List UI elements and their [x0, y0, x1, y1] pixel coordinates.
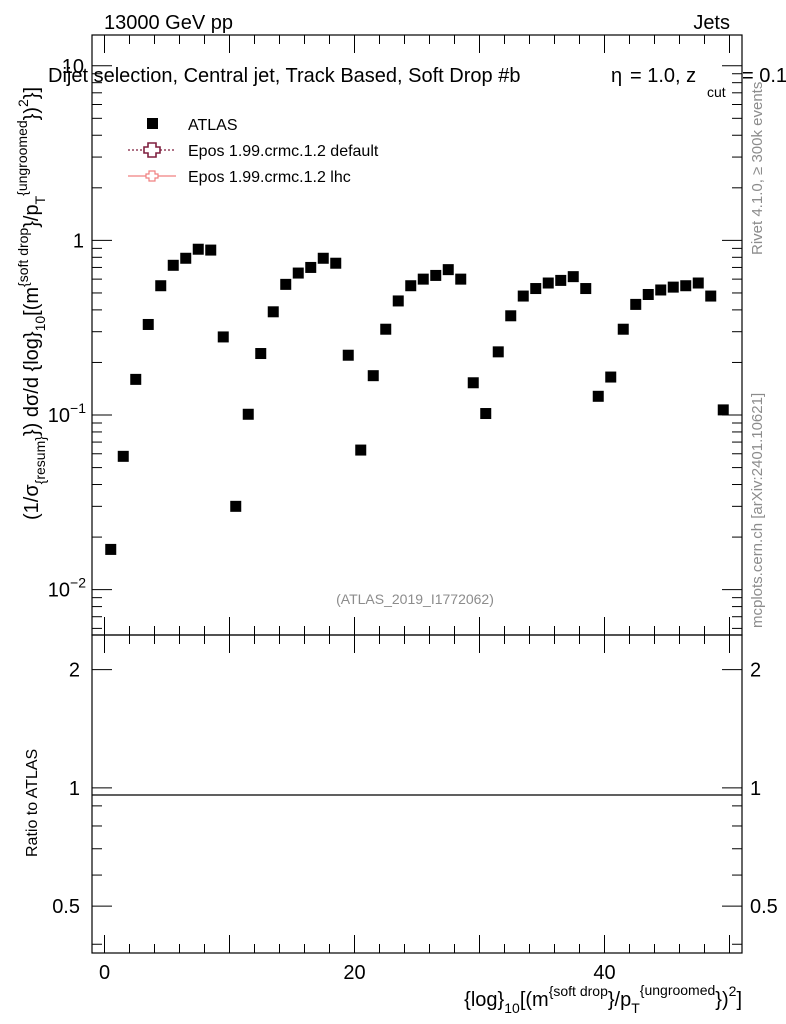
atlas-data-point — [417, 273, 429, 285]
x-axis-title: {log}10[(m{soft drop}/pT{ungroomed})2] — [464, 982, 742, 1016]
atlas-data-point — [530, 283, 542, 295]
title-beta-symbol: η — [611, 65, 622, 87]
atlas-data-point — [305, 261, 317, 273]
atlas-data-point — [542, 277, 554, 289]
title-main: Dijet selection, Central jet, Track Base… — [48, 65, 520, 87]
atlas-data-point — [567, 271, 579, 283]
atlas-data-point — [167, 259, 179, 271]
atlas-data-point — [255, 348, 267, 360]
legend-marker-atlas — [147, 118, 158, 129]
legend-label-atlas: ATLAS — [188, 117, 238, 134]
atlas-data-point — [367, 370, 379, 382]
main-y-tick-label: 10 — [62, 56, 84, 78]
main-y-tick-label: 10−2 — [48, 575, 86, 602]
main-y-ticks: 10 1 10−1 10−2 — [48, 56, 742, 629]
atlas-data-point — [505, 310, 517, 322]
atlas-data-point — [105, 543, 117, 555]
ratio-plot-frame — [91, 634, 743, 954]
ratio-y-tick-label: 2 — [69, 660, 80, 682]
x-tick-label: 0 — [99, 962, 110, 984]
atlas-data-point — [517, 290, 529, 302]
svg-text:(1/σ{resum}}) dσ/d {log}10[(m{: (1/σ{resum}}) dσ/d {log}10[(m{soft drop}… — [14, 87, 48, 520]
ratio-y-axis-title: Ratio to ATLAS — [24, 749, 41, 857]
ratio-y-tick-label-right: 0.5 — [750, 896, 778, 918]
atlas-data-point — [705, 290, 717, 302]
atlas-data-point — [205, 244, 217, 256]
atlas-data-point — [692, 277, 704, 289]
x-tick-label: 20 — [343, 962, 365, 984]
ratio-y-tick-label: 0.5 — [52, 896, 80, 918]
title-zcut-sub: cut — [707, 84, 726, 100]
atlas-data-point — [405, 280, 417, 292]
atlas-data-point — [267, 306, 279, 318]
atlas-data-point — [642, 288, 654, 300]
legend-label-epos-lhc: Epos 1.99.crmc.1.2 lhc — [188, 169, 351, 186]
atlas-data-point — [130, 373, 142, 385]
atlas-data-point — [467, 377, 479, 389]
atlas-data-points — [105, 243, 729, 555]
atlas-data-point — [230, 500, 242, 512]
mcplots-label: mcplots.cern.ch [arXiv:2401.10621] — [749, 393, 766, 628]
plot-title: Dijet selection, Central jet, Track Base… — [48, 65, 520, 87]
main-y-tick-label: 10−1 — [48, 400, 86, 427]
atlas-data-point — [717, 404, 729, 416]
energy-label: 13000 GeV pp — [104, 12, 233, 34]
legend: ATLAS Epos 1.99.crmc.1.2 default Epos 1.… — [128, 117, 379, 186]
atlas-data-point — [180, 252, 192, 264]
atlas-data-point — [667, 281, 679, 293]
title-beta: = 1.0, z — [630, 65, 696, 87]
ratio-y-ticks: 2 2 1 1 0.5 0.5 — [52, 660, 778, 945]
rivet-label: Rivet 4.1.0, ≥ 300k events — [749, 82, 766, 255]
atlas-data-point — [342, 349, 354, 361]
main-y-tick-label: 1 — [73, 230, 84, 252]
ratio-y-tick-label-right: 1 — [750, 778, 761, 800]
atlas-data-point — [630, 298, 642, 310]
atlas-data-point — [292, 267, 304, 279]
atlas-data-point — [430, 269, 442, 281]
atlas-data-point — [280, 278, 292, 290]
atlas-data-point — [442, 264, 454, 276]
atlas-data-point — [580, 283, 592, 295]
atlas-data-point — [480, 408, 492, 420]
atlas-data-point — [192, 243, 204, 255]
atlas-data-point — [392, 295, 404, 307]
analysis-watermark: (ATLAS_2019_I1772062) — [336, 591, 494, 607]
atlas-data-point — [455, 273, 467, 285]
atlas-data-point — [617, 323, 629, 335]
ratio-y-tick-label: 1 — [69, 778, 80, 800]
atlas-data-point — [217, 331, 229, 343]
atlas-data-point — [605, 371, 617, 383]
atlas-data-point — [330, 257, 342, 269]
atlas-data-point — [380, 323, 392, 335]
y-axis-title: (1/σ{resum}}) dσ/d {log}10[(m{soft drop}… — [14, 87, 48, 520]
x-ticks: 0 20 40 — [99, 35, 730, 984]
atlas-data-point — [155, 280, 167, 292]
title-zcut-val: = 0.1 — [742, 65, 786, 87]
atlas-data-point — [655, 284, 667, 296]
atlas-data-point — [317, 252, 329, 264]
atlas-data-point — [142, 318, 154, 330]
atlas-data-point — [680, 280, 692, 292]
legend-label-epos-default: Epos 1.99.crmc.1.2 default — [188, 143, 379, 160]
x-tick-label: 40 — [593, 962, 615, 984]
atlas-data-point — [117, 450, 129, 462]
atlas-data-point — [592, 390, 604, 402]
ratio-y-tick-label-right: 2 — [750, 660, 761, 682]
process-label: Jets — [693, 12, 730, 34]
atlas-data-point — [555, 274, 567, 286]
atlas-data-point — [242, 408, 254, 420]
legend-marker-epos-lhc — [128, 170, 176, 182]
legend-marker-epos-default — [128, 142, 176, 158]
atlas-data-point — [492, 346, 504, 358]
atlas-data-point — [355, 444, 367, 456]
